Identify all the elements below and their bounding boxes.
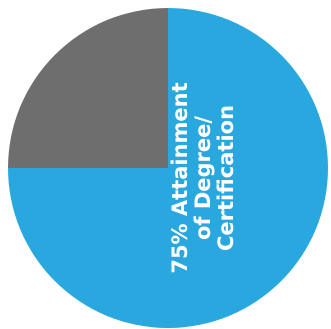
slice-labels: 75% Attainment of Degree/ Certification: [168, 82, 238, 273]
slice-label-line-2: of Degree/: [191, 116, 215, 240]
pie-slices: [8, 8, 328, 328]
slice-label-line-1: 75% Attainment: [168, 82, 192, 273]
slice-label-line-3: Certification: [214, 105, 238, 251]
pie-slice-2: [8, 8, 168, 168]
